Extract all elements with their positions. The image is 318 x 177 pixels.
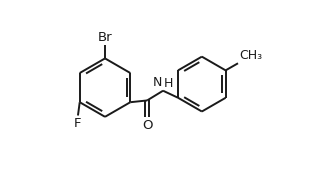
Text: O: O (142, 119, 152, 132)
Text: N: N (153, 76, 162, 89)
Text: H: H (163, 77, 173, 90)
Text: CH₃: CH₃ (239, 49, 262, 62)
Text: F: F (74, 117, 82, 130)
Text: Br: Br (98, 31, 112, 44)
